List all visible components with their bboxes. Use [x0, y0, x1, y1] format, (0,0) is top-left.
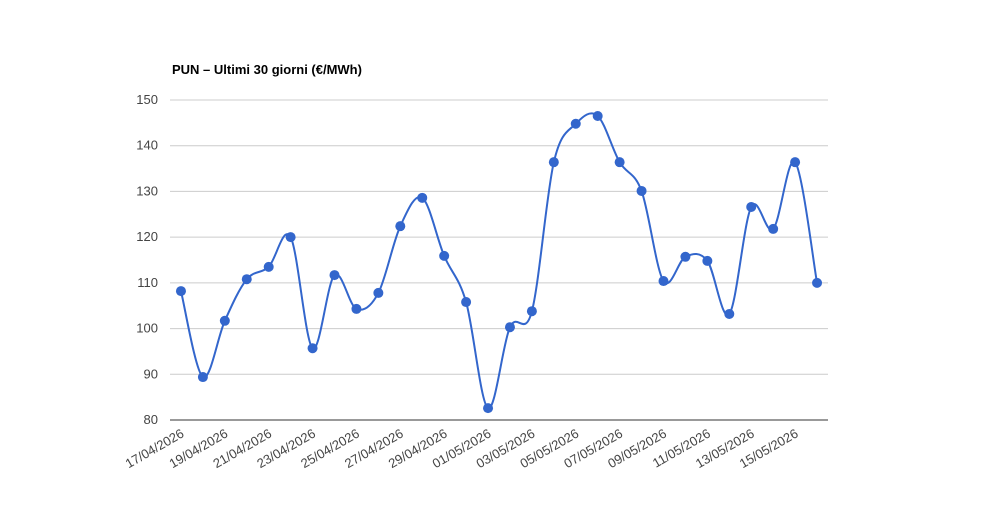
point [483, 403, 494, 414]
point [702, 255, 713, 266]
point [241, 274, 252, 285]
point [526, 306, 537, 317]
point [395, 221, 406, 232]
point [219, 315, 230, 326]
chart-title: PUN – Ultimi 30 giorni (€/MWh) [172, 62, 362, 77]
y-tick-label: 140 [136, 138, 158, 153]
point [329, 270, 340, 281]
point [263, 261, 274, 272]
point [724, 308, 735, 319]
point [570, 118, 581, 129]
point [307, 343, 318, 354]
point [548, 157, 559, 168]
y-tick-label: 130 [136, 183, 158, 198]
point [351, 303, 362, 314]
point [175, 286, 186, 297]
point [614, 157, 625, 168]
point [658, 276, 669, 287]
point [790, 157, 801, 168]
y-tick-label: 80 [144, 412, 158, 427]
point [417, 192, 428, 203]
point [746, 201, 757, 212]
y-tick-label: 100 [136, 321, 158, 336]
line [179, 112, 819, 410]
point [197, 372, 208, 383]
y-tick-label: 120 [136, 229, 158, 244]
point [636, 185, 647, 196]
y-tick-label: 110 [137, 275, 158, 290]
point [439, 250, 450, 261]
point [504, 322, 515, 333]
point [285, 232, 296, 243]
point [373, 287, 384, 298]
y-tick-label: 90 [144, 366, 158, 381]
point [812, 277, 823, 288]
point [768, 223, 779, 234]
point [680, 251, 691, 262]
point [461, 297, 472, 308]
y-tick-label: 150 [136, 92, 158, 107]
point [592, 111, 603, 121]
